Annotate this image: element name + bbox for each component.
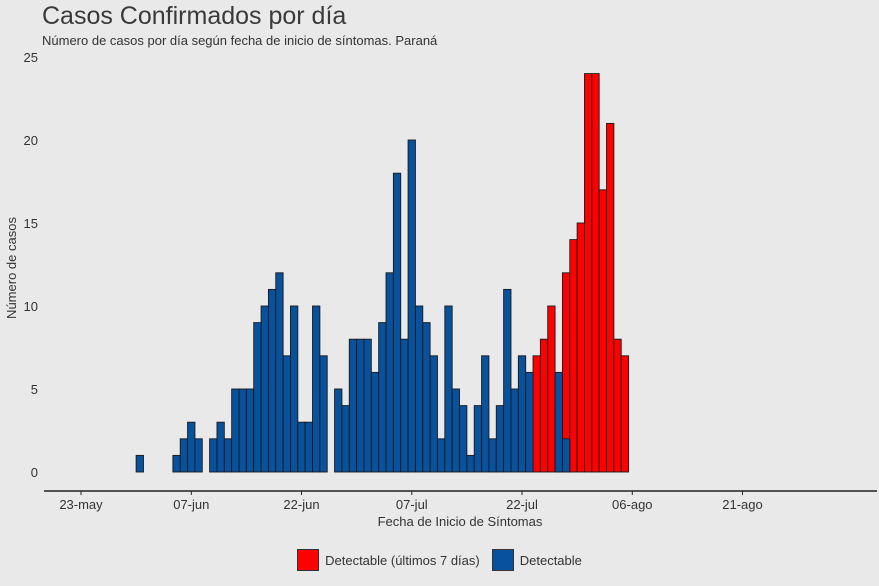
bar-blue-2020-06-13 [231,388,240,473]
bar-red-2020-08-01 [591,73,600,473]
legend: Detectable (últimos 7 días) Detectable [0,549,879,571]
bar-red-2020-07-26 [547,305,556,473]
bar-blue-2020-07-28 [561,438,571,473]
bar-blue-2020-06-22 [297,421,306,473]
bar-blue-2020-06-11 [216,421,225,473]
bar-red-2020-07-31 [584,73,593,473]
bar-blue-2020-07-17 [481,355,490,473]
bar-blue-2020-06-24 [312,305,321,473]
bar-blue-2020-06-17 [260,305,269,473]
bar-blue-2020-05-31 [135,454,144,473]
bar-blue-2020-06-05 [172,454,181,473]
bar-blue-2020-06-28 [341,405,350,473]
bar-blue-2020-06-18 [267,288,277,473]
bar-blue-2020-06-16 [253,322,262,473]
x-axis-title: Fecha de Inicio de Síntomas [378,514,543,529]
bar-blue-2020-07-02 [370,371,380,473]
y-tick-label: 0 [31,465,38,480]
legend-label-red: Detectable (últimos 7 días) [325,552,480,568]
bar-blue-2020-06-15 [245,388,255,473]
bar-red-2020-07-30 [576,222,585,473]
bar-blue-2020-07-04 [385,272,394,473]
bar-blue-2020-06-19 [275,272,284,473]
x-tick-label: 07-jul [396,497,428,512]
bar-blue-2020-07-13 [451,388,460,473]
bar-blue-2020-06-08 [194,438,203,473]
chart-title: Casos Confirmados por día [42,2,347,30]
bar-blue-2020-07-19 [495,405,505,473]
x-tick-label: 22-jun [283,497,319,512]
bar-blue-2020-07-05 [392,172,402,473]
bar-red-2020-08-04 [613,338,622,473]
bar-blue-2020-07-16 [473,405,483,473]
bar-blue-2020-06-23 [304,421,313,473]
bar-blue-2020-07-21 [510,388,519,473]
bar-blue-2020-07-27 [554,371,563,473]
bar-red-2020-07-25 [539,338,549,473]
bar-blue-2020-06-27 [334,388,343,473]
bar-blue-2020-07-23 [525,371,534,473]
bar-blue-2020-06-10 [209,438,218,473]
legend-swatch-blue [491,549,514,571]
bar-blue-2020-06-14 [238,388,247,473]
bar-blue-2020-07-06 [400,338,409,473]
bar-blue-2020-07-15 [466,454,475,473]
bar-blue-2020-07-20 [503,288,512,473]
y-tick-label: 5 [31,382,38,397]
y-tick-label: 10 [24,299,38,314]
y-tick-label: 20 [24,133,38,148]
legend-label-blue: Detectable [519,552,582,568]
bar-blue-2020-06-21 [290,305,299,473]
x-tick-label: 06-ago [612,497,652,512]
y-tick-label: 15 [24,216,38,231]
bar-blue-2020-06-29 [348,338,358,473]
bar-blue-2020-07-08 [414,305,424,473]
bar-blue-2020-06-25 [319,355,328,473]
bar-red-2020-07-24 [532,355,541,473]
bar-blue-2020-07-14 [459,405,468,473]
x-tick-label: 23-may [59,497,103,512]
bar-blue-2020-07-12 [444,305,453,473]
bar-blue-2020-06-20 [282,355,291,473]
bar-red-2020-08-03 [606,122,615,473]
bar-blue-2020-06-12 [223,438,233,473]
bar-blue-2020-07-11 [437,438,446,473]
legend-swatch-red [297,549,320,571]
legend-item-blue: Detectable [491,549,582,571]
bar-blue-2020-07-18 [488,438,497,473]
bar-blue-2020-06-30 [356,338,365,473]
x-tick-label: 21-ago [722,497,762,512]
y-tick-label: 25 [24,50,38,65]
y-axis-title: Número de casos [4,217,19,319]
bar-red-2020-08-05 [620,355,630,473]
bar-blue-2020-06-07 [187,421,196,473]
bar-blue-2020-07-01 [363,338,372,473]
chart-subtitle: Número de casos por día según fecha de i… [42,33,438,48]
x-tick-label: 07-jun [173,497,209,512]
bar-blue-2020-07-07 [407,139,416,473]
bar-blue-2020-06-06 [179,438,189,473]
bar-blue-2020-07-03 [378,322,387,473]
bar-red-2020-07-29 [569,239,578,473]
legend-item-red: Detectable (últimos 7 días) [297,549,480,571]
bar-blue-2020-07-10 [429,355,438,473]
bar-blue-2020-07-09 [422,322,431,473]
bar-red-2020-08-02 [598,189,607,473]
x-tick-label: 22-jul [506,497,538,512]
bar-blue-2020-07-22 [517,355,527,473]
